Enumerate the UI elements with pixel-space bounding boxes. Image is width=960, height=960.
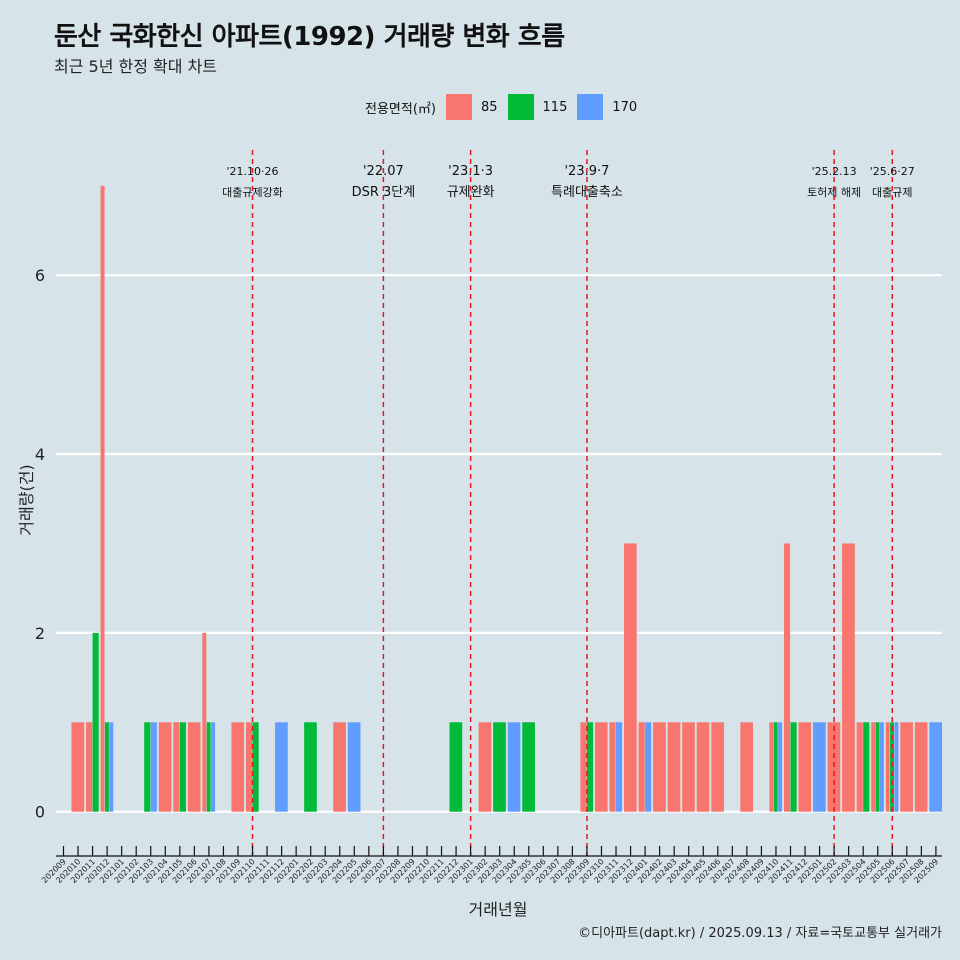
bar-202504-85 [856,722,863,812]
bar-202401-85 [638,722,645,812]
bar-202110-85 [245,722,253,812]
chart-title: 둔산 국화한신 아파트(1992) 거래량 변화 흐름 [54,22,565,52]
bar-202107-170 [211,722,216,812]
bar-202302-85 [478,722,492,812]
event-date-0: '21.10·26 [227,165,279,178]
bar-202408-85 [740,722,754,812]
legend-title: 전용면적(㎡) [365,101,436,117]
bar-202107-85 [202,632,207,812]
bar-202401-170 [645,722,652,812]
legend-label-170: 170 [612,99,638,115]
bar-202304-170 [507,722,521,812]
bar-202105-115 [179,722,186,812]
bar-202112-170 [275,722,288,812]
bar-202309-115 [586,722,594,812]
bar-202205-170 [347,722,361,812]
bar-202411-115 [790,722,797,812]
bar-202309-85 [580,722,587,812]
legend-item-115: 115 [507,94,568,120]
bar-202412-85 [798,722,812,812]
legend-item-85: 85 [445,94,498,120]
bar-202508-85 [914,722,928,812]
bar-202506-85 [885,722,890,812]
y-tick-label-2: 2 [35,624,45,643]
chart-subtitle: 최근 5년 한정 확대 차트 [54,57,218,76]
bar-202405-85 [696,722,710,812]
bar-202411-85 [783,543,791,812]
bar-202012-115 [104,722,109,812]
bar-202505-115 [875,722,880,812]
bar-layer [71,185,943,812]
bar-202312-85 [624,543,637,812]
bar-202107-115 [206,722,211,812]
bar-202404-85 [682,722,695,812]
event-text-3: 특례대출축소 [551,185,623,200]
bar-202410-170 [778,722,783,812]
bar-202406-85 [711,722,724,812]
event-text-4: 토허제 해제 [807,185,861,199]
bar-202310-85 [594,722,608,812]
bar-202204-85 [333,722,346,812]
legend: 전용면적(㎡) 85 115 170 [365,94,647,120]
legend-swatch-85 [445,94,472,120]
event-date-2: '23.1·3 [448,164,493,179]
legend-label-115: 115 [542,99,568,115]
event-layer: '21.10·26 대출규제강화 '22.07 DSR 3단계 '23.1·3 규제완화 '… [222,150,915,856]
bar-202504-115 [863,722,870,812]
event-text-1: DSR 3단계 [352,185,416,200]
bar-202410-85 [769,722,774,812]
bar-202505-85 [871,722,876,812]
event-date-4: '25.2.13 [812,165,857,178]
bar-202202-115 [304,722,317,812]
bar-202106-85 [187,722,201,812]
bar-202012-170 [109,722,114,812]
event-text-2: 규제완화 [447,185,495,200]
caption: ©디아파트(dapt.kr) / 2025.09.13 / 자료=국토교통부 실… [578,926,942,941]
bar-202011-115 [92,632,99,812]
bar-202104-85 [158,722,172,812]
bar-202506-170 [894,722,899,812]
bar-202410-115 [773,722,778,812]
event-text-5: 대출규제 [872,186,912,199]
bar-202010-85 [71,722,85,812]
legend-label-85: 85 [480,99,498,115]
y-tick-label-6: 6 [35,266,45,285]
bar-202505-170 [879,722,884,812]
legend-swatch-170 [577,94,604,120]
bar-202305-115 [522,722,535,812]
legend-swatch-115 [507,94,534,120]
bar-202103-170 [150,722,157,812]
bar-202403-85 [667,722,681,812]
bar-202507-85 [900,722,913,812]
y-tick-label-4: 4 [35,445,45,464]
event-text-0: 대출규제강화 [222,186,283,199]
x-axis-label: 거래년월 [469,900,528,919]
y-axis-label: 거래량(건) [17,464,36,535]
event-date-3: '23.9·7 [564,164,609,179]
bar-202501-170 [813,722,826,812]
bar-202110-115 [252,722,259,812]
bar-202011-85 [86,722,93,812]
bar-202109-85 [231,722,245,812]
bar-202509-170 [929,722,943,812]
bar-202311-85 [609,722,616,812]
bar-202303-115 [493,722,506,812]
event-date-5: '25.6·27 [870,165,915,178]
legend-item-170: 170 [577,94,637,120]
y-tick-label-0: 0 [35,803,45,822]
bar-202402-85 [653,722,666,812]
bar-202103-115 [144,722,151,812]
event-date-1: '22.07 [363,164,404,179]
bar-202503-85 [842,543,855,812]
bar-202012-85 [100,185,105,812]
bar-202311-170 [616,722,623,812]
bar-202105-85 [173,722,180,812]
bar-202212-115 [449,722,463,812]
